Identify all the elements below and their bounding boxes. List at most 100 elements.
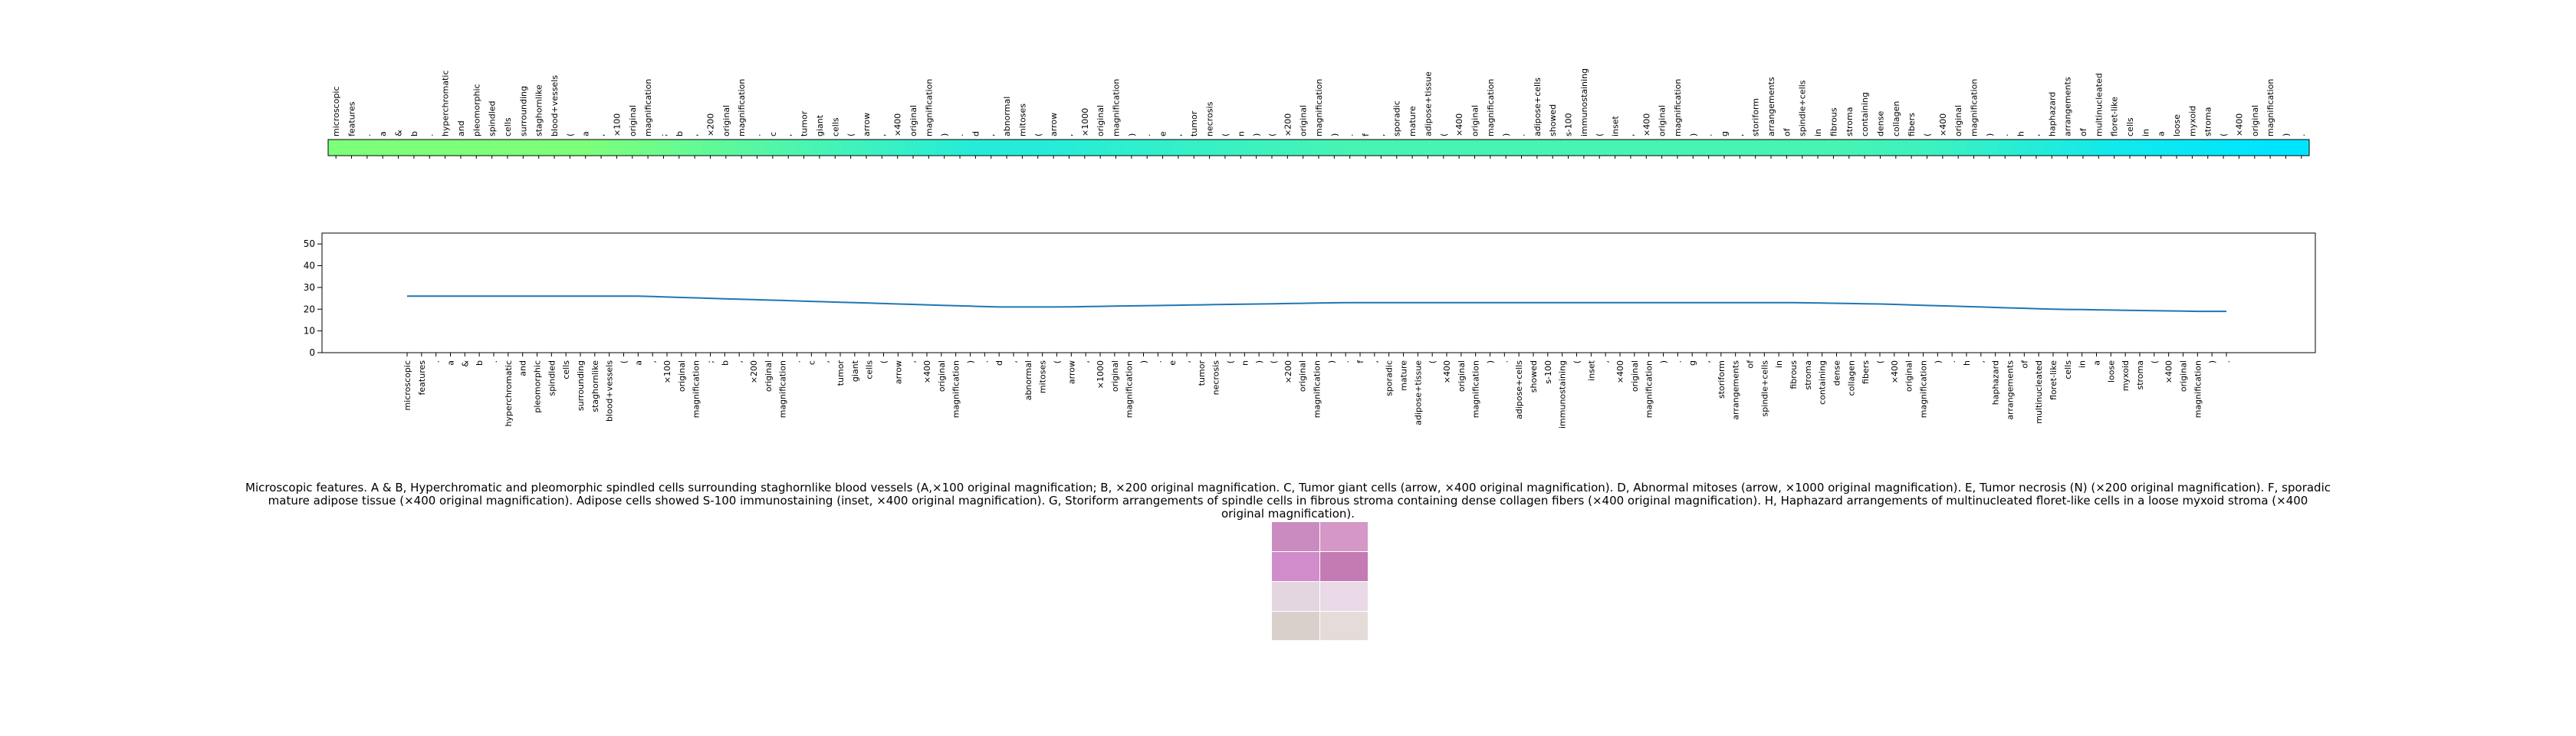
- strip-label: magnification: [924, 79, 934, 136]
- strip-label: ,: [690, 134, 700, 137]
- strip-label: .: [1517, 134, 1527, 137]
- strip-label: ,: [1626, 134, 1636, 137]
- strip-cell: [343, 140, 360, 156]
- strip-cell: [1482, 140, 1499, 156]
- strip-cell: [1310, 140, 1327, 156]
- strip-cell: [1326, 140, 1343, 156]
- x-tick-label: magnification: [778, 360, 788, 418]
- strip-label: ): [2281, 133, 2291, 136]
- strip-label: arrangements: [2063, 77, 2073, 136]
- strip-cell: [1716, 140, 1733, 156]
- y-tick-label: 0: [309, 347, 315, 358]
- strip-label: ×1000: [1080, 108, 1090, 136]
- x-tick-label: and: [518, 360, 528, 376]
- strip-label: arrow: [1049, 113, 1059, 136]
- strip-label: ,: [987, 134, 997, 137]
- strip-cell: [1030, 140, 1046, 156]
- strip-cell: [889, 140, 906, 156]
- x-tick-label: necrosis: [1211, 360, 1221, 396]
- strip-label: (: [1595, 133, 1605, 136]
- x-tick-label: in: [2078, 360, 2088, 368]
- strip-label: magnification: [2266, 79, 2275, 136]
- strip-label: floret-like: [2110, 97, 2120, 136]
- y-tick-label: 20: [304, 304, 315, 314]
- x-tick-label: of: [1746, 360, 1756, 369]
- x-tick-label: ×200: [1283, 360, 1293, 383]
- strip-label: ×400: [1938, 113, 1948, 136]
- x-tick-label: collagen: [1846, 360, 1856, 396]
- strip-cell: [1467, 140, 1484, 156]
- strip-label: fibers: [1907, 113, 1917, 136]
- strip-label: dense: [1875, 111, 1885, 136]
- x-tick-label: ;: [706, 360, 716, 363]
- x-tick-label: in: [1774, 360, 1784, 368]
- strip-label: original: [1470, 105, 1480, 136]
- x-tick-label: ,: [908, 360, 918, 363]
- strip-cell: [2091, 140, 2107, 156]
- strip-label: magnification: [1111, 79, 1121, 136]
- x-tick-label: ,: [1601, 360, 1611, 363]
- strip-cell: [1513, 140, 1530, 156]
- strip-label: tumor: [800, 110, 810, 136]
- x-tick-label: a: [2092, 360, 2102, 366]
- x-tick-label: loose: [2106, 360, 2116, 383]
- strip-label: original: [1953, 105, 1963, 136]
- strip-cell: [1295, 140, 1312, 156]
- strip-cell: [1685, 140, 1701, 156]
- strip-label: ,: [784, 134, 794, 137]
- strip-label: fibrous: [1829, 107, 1838, 136]
- strip-label: ,: [1064, 134, 1074, 137]
- x-tick-label: features: [417, 360, 427, 396]
- strip-cell: [2168, 140, 2185, 156]
- strip-cell: [2121, 140, 2138, 156]
- strip-cell: [1592, 140, 1608, 156]
- x-tick-label: stroma: [2135, 360, 2145, 390]
- x-tick-label: myxoid: [2121, 360, 2131, 391]
- strip-cell: [1108, 140, 1125, 156]
- strip-label: stroma: [2203, 107, 2213, 136]
- strip-cell: [1638, 140, 1654, 156]
- strip-label: ×200: [1283, 113, 1293, 136]
- strip-cell: [2231, 140, 2248, 156]
- strip-cell: [1576, 140, 1592, 156]
- strip-cell: [1903, 140, 1920, 156]
- strip-cell: [546, 140, 563, 156]
- strip-cell: [2153, 140, 2170, 156]
- strip-label: multinucleated: [2094, 73, 2104, 136]
- strip-label: microscopic: [331, 87, 341, 136]
- x-tick-label: surrounding: [576, 360, 586, 411]
- x-tick-label: original: [677, 360, 687, 392]
- strip-cell: [2215, 140, 2232, 156]
- strip-label: stroma: [1845, 107, 1855, 136]
- strip-cell: [1139, 140, 1155, 156]
- strip-label: .: [1704, 134, 1714, 137]
- strip-cell: [1825, 140, 1842, 156]
- plot-frame: [321, 232, 2316, 353]
- strip-label: necrosis: [1205, 101, 1215, 136]
- strip-cell: [780, 140, 797, 156]
- strip-label: b: [409, 131, 419, 136]
- strip-label: h: [2016, 131, 2026, 136]
- strip-cell: [1217, 140, 1234, 156]
- strip-label: f: [1361, 133, 1371, 136]
- x-tick-label: fibrous: [1789, 360, 1799, 389]
- strip-label: giant: [815, 114, 825, 136]
- strip-cell: [1076, 140, 1093, 156]
- y-tick-label: 50: [304, 238, 315, 249]
- strip-label: haphazard: [2047, 92, 2057, 136]
- x-tick-label: immunostaining: [1558, 360, 1568, 429]
- x-tick-label: pleomorphic: [533, 360, 543, 413]
- strip-label: .: [955, 134, 965, 137]
- strip-label: .: [1142, 134, 1152, 137]
- y-tick-label: 10: [304, 326, 315, 337]
- x-tick-label: original: [1904, 360, 1914, 392]
- x-tick-label: sporadic: [1385, 360, 1395, 396]
- x-tick-label: cells: [2063, 360, 2073, 380]
- strip-cell: [624, 140, 641, 156]
- strip-cell: [1373, 140, 1390, 156]
- strip-label: original: [2250, 105, 2260, 136]
- strip-label: s-100: [1564, 113, 1574, 136]
- x-tick-label: adipose+tissue: [1413, 360, 1423, 426]
- strip-cell: [2013, 140, 2029, 156]
